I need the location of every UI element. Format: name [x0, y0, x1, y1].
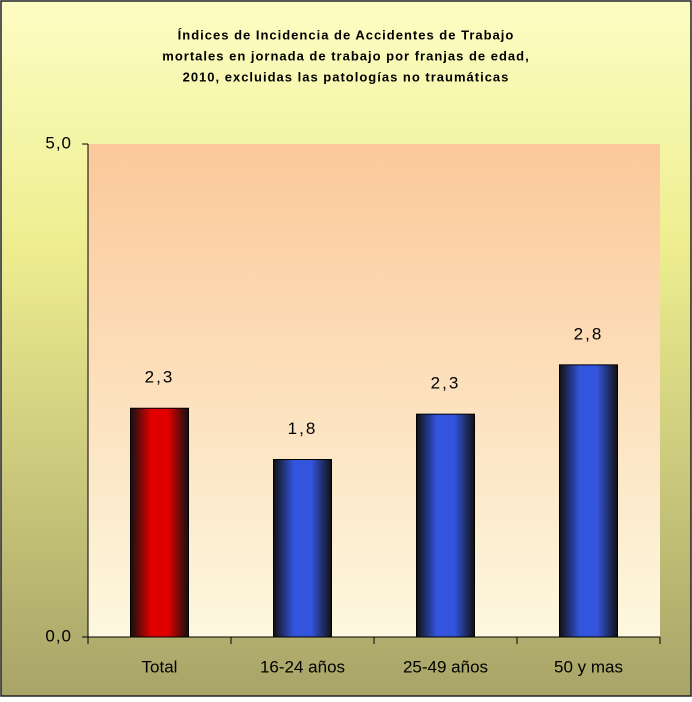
value-label: 2,3 [431, 374, 461, 393]
x-tick-label: Total [142, 657, 178, 676]
chart-title: mortales en jornada de trabajo por franj… [162, 48, 529, 63]
y-tick-label: 5,0 [45, 133, 72, 152]
bar [416, 413, 475, 638]
bar [130, 407, 189, 638]
chart-title: Índices de Incidencia de Accidentes de T… [178, 27, 515, 42]
chart-title: 2010, excluidas las patologías no traumá… [183, 69, 510, 84]
bar [559, 364, 618, 638]
value-label: 2,3 [145, 368, 175, 387]
value-label: 2,8 [574, 324, 604, 343]
x-tick-label: 50 y mas [554, 657, 623, 676]
x-tick-label: 16-24 años [260, 657, 345, 676]
y-tick-label: 0,0 [45, 626, 72, 645]
bar [273, 459, 332, 638]
x-tick-label: 25-49 años [403, 657, 488, 676]
value-label: 1,8 [288, 419, 318, 438]
